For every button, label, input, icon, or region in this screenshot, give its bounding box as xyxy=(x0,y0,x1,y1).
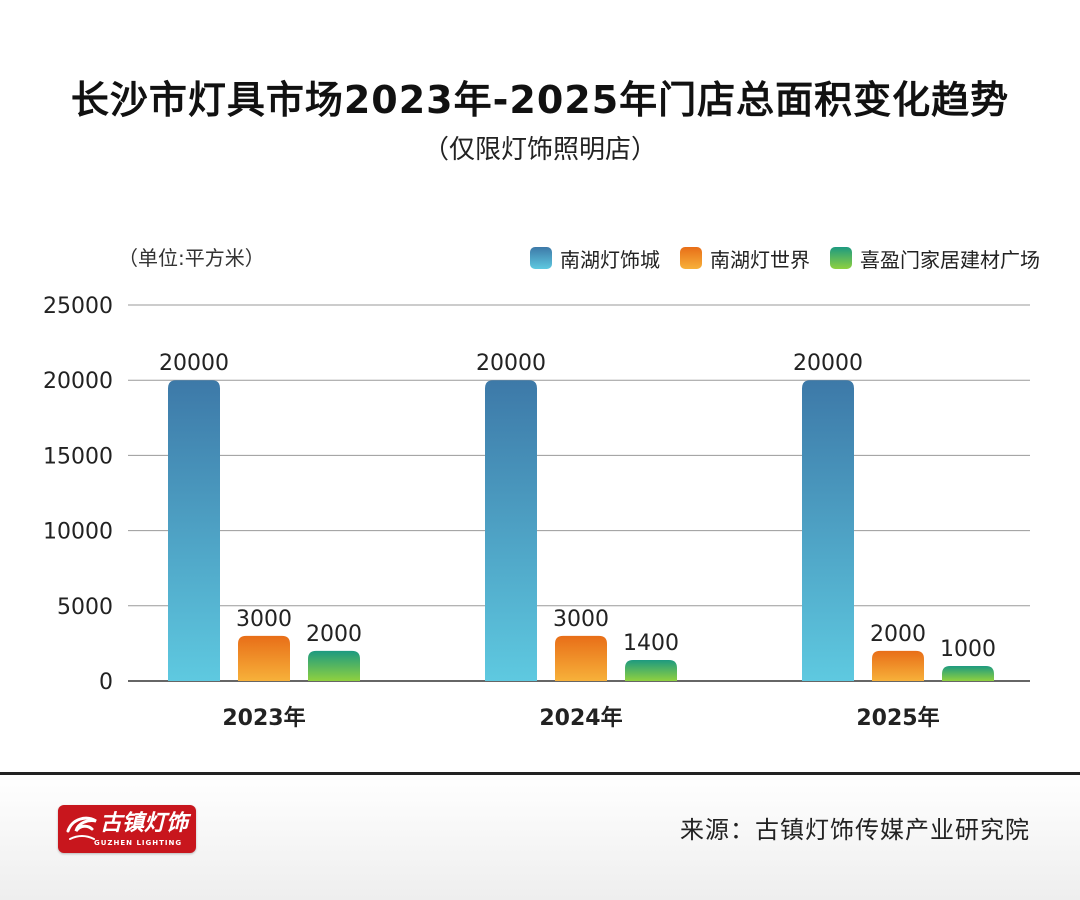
y-tick-label: 15000 xyxy=(43,444,113,469)
data-label: 20000 xyxy=(793,351,863,376)
chart-subtitle: （仅限灯饰照明店） xyxy=(422,135,657,165)
legend-item-xiyingmen-plaza[interactable]: 喜盈门家居建材广场 xyxy=(830,244,1040,273)
data-label: 20000 xyxy=(159,351,229,376)
data-label: 1000 xyxy=(940,637,996,662)
bar-南湖灯饰城-2023年[interactable] xyxy=(168,380,220,681)
legend-swatch-icon xyxy=(530,247,552,269)
bar-喜盈门家居建材广场-2024年[interactable] xyxy=(625,659,677,681)
bars xyxy=(168,380,994,681)
bar-喜盈门家居建材广场-2023年[interactable] xyxy=(308,650,360,681)
legend-swatch-icon xyxy=(830,247,852,269)
logo-subtext: GUZHEN LIGHTING xyxy=(94,839,183,847)
data-label: 2000 xyxy=(870,622,926,647)
x-tick-label: 2023年 xyxy=(222,705,305,731)
legend-label: 南湖灯世界 xyxy=(710,247,810,272)
y-tick-label: 25000 xyxy=(43,294,113,319)
data-label: 2000 xyxy=(306,622,362,647)
legend-swatch-icon xyxy=(680,247,702,269)
y-tick-label: 5000 xyxy=(57,595,113,620)
y-tick-label: 10000 xyxy=(43,520,113,545)
chart-legend: 南湖灯饰城 南湖灯世界 喜盈门家居建材广场 xyxy=(530,243,1040,273)
data-label: 20000 xyxy=(476,351,546,376)
bar-南湖灯世界-2024年[interactable] xyxy=(555,635,607,681)
data-labels: 20000 3000 2000 20000 3000 1400 20000 2000 1000 xyxy=(159,351,996,662)
bar-南湖灯世界-2023年[interactable] xyxy=(238,635,290,681)
data-label: 1400 xyxy=(623,631,679,656)
y-tick-label: 0 xyxy=(99,670,113,695)
data-label: 3000 xyxy=(553,607,609,632)
bar-南湖灯饰城-2025年[interactable] xyxy=(802,380,854,681)
bar-南湖灯世界-2025年[interactable] xyxy=(872,650,924,681)
unit-label: （单位:平方米） xyxy=(118,246,265,270)
source-credit: 来源：古镇灯饰传媒产业研究院 xyxy=(680,816,1030,844)
x-tick-label: 2024年 xyxy=(539,705,622,731)
logo-text: 古镇灯饰 xyxy=(100,810,189,836)
bar-喜盈门家居建材广场-2025年[interactable] xyxy=(942,665,994,681)
chart-title: 长沙市灯具市场2023年-2025年门店总面积变化趋势 xyxy=(70,78,1010,122)
swirl-logo-icon xyxy=(66,816,97,840)
x-tick-label: 2025年 xyxy=(856,705,939,731)
legend-item-nanhu-lighting-city[interactable]: 南湖灯饰城 xyxy=(530,244,660,273)
bar-南湖灯饰城-2024年[interactable] xyxy=(485,380,537,681)
y-axis: 0 5000 10000 15000 20000 25000 xyxy=(43,294,113,695)
x-axis: 2023年 2024年 2025年 xyxy=(222,705,939,731)
guzhen-lighting-logo: 古镇灯饰 GUZHEN LIGHTING xyxy=(58,805,196,853)
y-tick-label: 20000 xyxy=(43,369,113,394)
legend-label: 喜盈门家居建材广场 xyxy=(860,247,1040,272)
footer: 古镇灯饰 GUZHEN LIGHTING 来源：古镇灯饰传媒产业研究院 xyxy=(0,775,1080,900)
legend-item-nanhu-lighting-world[interactable]: 南湖灯世界 xyxy=(680,244,810,273)
data-label: 3000 xyxy=(236,607,292,632)
footer-divider xyxy=(0,772,1080,775)
legend-label: 南湖灯饰城 xyxy=(560,247,660,272)
